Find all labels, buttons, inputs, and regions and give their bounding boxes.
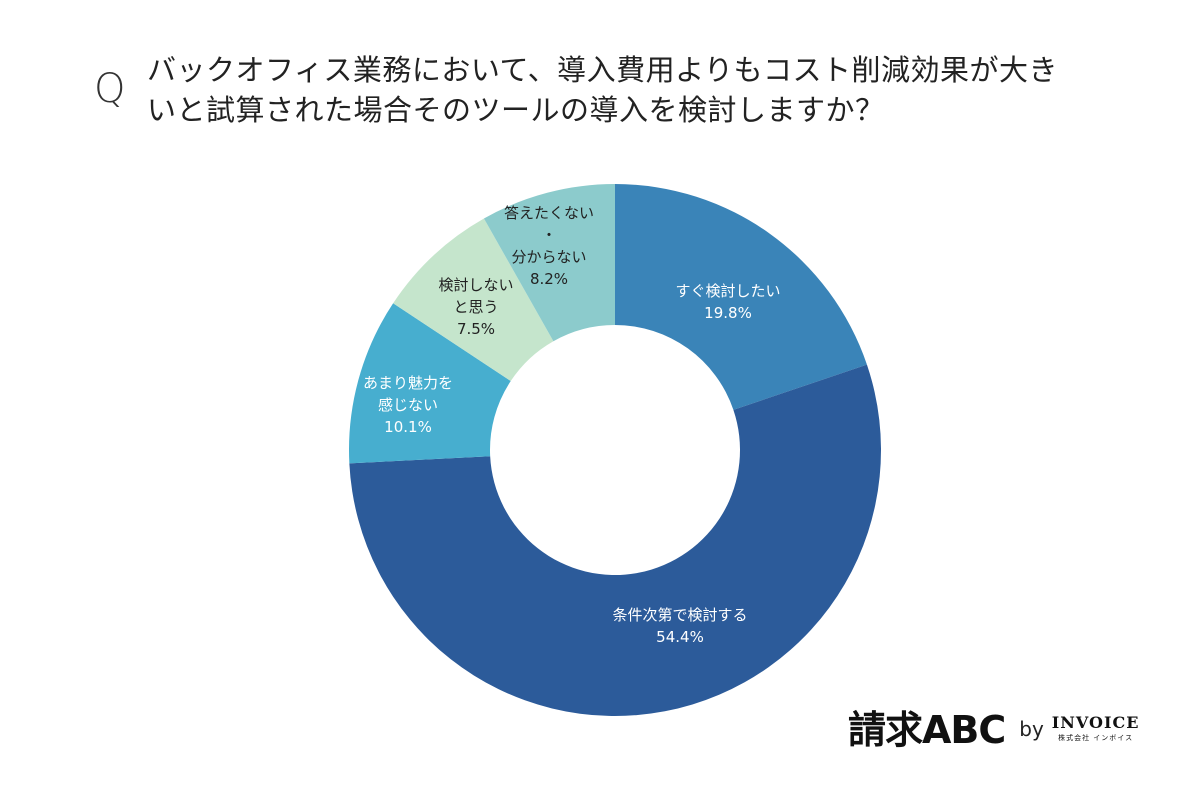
slice-category-label: 検討しない [438, 276, 513, 294]
slice-category-label: 条件次第で検討する [612, 606, 747, 624]
slice-value-label: 54.4% [656, 628, 704, 646]
slice-category-label: あまり魅力を [363, 374, 453, 392]
logo-brand: INVOICE 株式会社 インボイス [1052, 713, 1140, 743]
logo-invoice-text: INVOICE [1051, 713, 1140, 732]
slice-category-label: と思う [453, 298, 498, 316]
slice-2 [349, 364, 881, 716]
slice-5 [483, 184, 615, 342]
slice-3 [349, 303, 511, 464]
slice-category-label: 分からない [511, 248, 586, 266]
logo-company-subtext: 株式会社 インボイス [1058, 734, 1134, 742]
donut-slices [349, 184, 881, 716]
slice-value-label: 10.1% [384, 418, 432, 436]
slice-category-label: すぐ検討したい [675, 282, 780, 300]
slice-1 [615, 184, 867, 410]
question-mark: Q [94, 66, 126, 112]
slice-value-label: 19.8% [704, 304, 752, 322]
slice-value-label: 7.5% [457, 320, 495, 338]
slice-4 [393, 218, 554, 382]
question-title: バックオフィス業務において、導入費用よりもコスト削減効果が大き いと試算された場… [147, 50, 1107, 130]
question-line-1: バックオフィス業務において、導入費用よりもコスト削減効果が大き [147, 53, 1059, 87]
company-logo: 請求ABC by INVOICE 株式会社 インボイス [848, 704, 1140, 752]
logo-by-text: by [1019, 717, 1044, 741]
slice-value-label: 8.2% [530, 270, 568, 288]
slice-category-label: 感じない [378, 396, 438, 414]
slice-category-label: ・ [541, 226, 556, 244]
slice-category-label: 答えたくない [504, 204, 594, 222]
logo-main-text: 請求ABC [848, 707, 1006, 752]
question-line-2: いと試算された場合そのツールの導入を検討しますか？ [147, 93, 885, 127]
